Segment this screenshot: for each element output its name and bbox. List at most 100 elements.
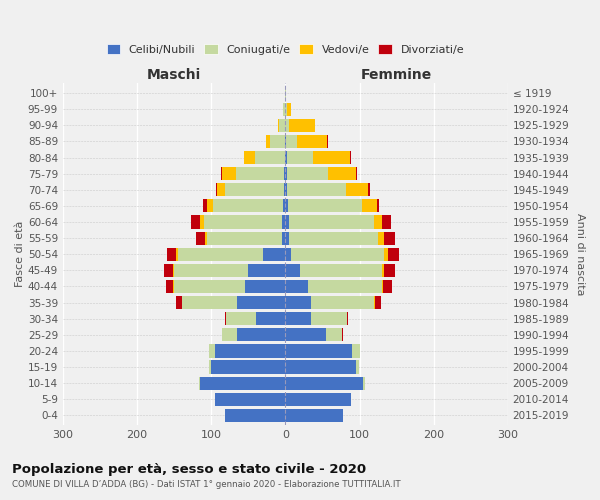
Legend: Celibi/Nubili, Coniugati/e, Vedovi/e, Divorziati/e: Celibi/Nubili, Coniugati/e, Vedovi/e, Di… — [103, 41, 467, 58]
Bar — [289, 216, 374, 228]
Bar — [196, 232, 205, 244]
Bar — [255, 151, 284, 164]
Bar — [378, 232, 384, 244]
Bar — [346, 183, 368, 196]
Bar — [215, 392, 286, 406]
Bar — [284, 135, 286, 148]
Bar — [308, 280, 382, 293]
Bar — [204, 216, 281, 228]
Text: Maschi: Maschi — [147, 68, 201, 82]
Bar — [224, 409, 286, 422]
Bar — [300, 264, 382, 277]
Bar — [209, 360, 211, 374]
Bar — [286, 280, 308, 293]
Bar — [286, 216, 289, 228]
Bar — [281, 216, 286, 228]
Bar — [286, 183, 287, 196]
Bar — [173, 264, 174, 277]
Bar — [328, 167, 356, 180]
Bar — [245, 280, 286, 293]
Bar — [221, 328, 223, 342]
Bar — [287, 151, 313, 164]
Bar — [223, 328, 237, 342]
Bar — [207, 200, 212, 212]
Bar — [313, 151, 350, 164]
Bar — [280, 118, 286, 132]
Bar — [286, 135, 297, 148]
Text: COMUNE DI VILLA D’ADDA (BG) - Dati ISTAT 1° gennaio 2020 - Elaborazione TUTTITAL: COMUNE DI VILLA D’ADDA (BG) - Dati ISTAT… — [12, 480, 401, 489]
Text: Femmine: Femmine — [361, 68, 432, 82]
Bar — [311, 296, 374, 309]
Bar — [286, 118, 289, 132]
Bar — [237, 296, 286, 309]
Bar — [203, 200, 207, 212]
Bar — [221, 167, 223, 180]
Bar — [283, 102, 286, 116]
Bar — [368, 183, 370, 196]
Bar — [270, 135, 284, 148]
Bar — [209, 344, 215, 358]
Bar — [287, 102, 290, 116]
Bar — [226, 312, 256, 326]
Bar — [237, 328, 286, 342]
Bar — [244, 151, 255, 164]
Bar — [236, 167, 284, 180]
Bar — [286, 200, 287, 212]
Bar — [167, 248, 176, 261]
Bar — [286, 328, 326, 342]
Bar — [384, 248, 388, 261]
Bar — [182, 296, 237, 309]
Bar — [363, 376, 365, 390]
Bar — [384, 232, 395, 244]
Bar — [281, 232, 286, 244]
Bar — [164, 264, 173, 277]
Bar — [211, 360, 286, 374]
Bar — [248, 264, 286, 277]
Bar — [291, 248, 384, 261]
Bar — [286, 232, 289, 244]
Bar — [287, 200, 362, 212]
Bar — [174, 264, 248, 277]
Bar — [284, 183, 286, 196]
Bar — [215, 183, 217, 196]
Bar — [284, 151, 286, 164]
Bar — [205, 232, 208, 244]
Bar — [382, 264, 384, 277]
Bar — [286, 296, 311, 309]
Bar — [383, 280, 392, 293]
Y-axis label: Anni di nascita: Anni di nascita — [575, 213, 585, 296]
Bar — [200, 376, 286, 390]
Bar — [208, 232, 281, 244]
Bar — [286, 248, 291, 261]
Bar — [223, 167, 236, 180]
Bar — [200, 216, 204, 228]
Bar — [350, 151, 352, 164]
Bar — [347, 312, 349, 326]
Bar — [286, 409, 343, 422]
Bar — [224, 183, 284, 196]
Bar — [166, 280, 173, 293]
Bar — [217, 183, 224, 196]
Bar — [286, 264, 300, 277]
Bar — [327, 135, 328, 148]
Bar — [283, 200, 286, 212]
Bar — [178, 248, 263, 261]
Bar — [362, 200, 377, 212]
Bar — [289, 118, 315, 132]
Bar — [286, 102, 287, 116]
Bar — [174, 280, 245, 293]
Bar — [191, 216, 200, 228]
Bar — [311, 312, 347, 326]
Bar — [286, 312, 311, 326]
Bar — [377, 200, 379, 212]
Bar — [176, 296, 182, 309]
Bar — [356, 360, 359, 374]
Bar — [384, 264, 395, 277]
Bar — [286, 151, 287, 164]
Bar — [286, 344, 352, 358]
Bar — [356, 167, 357, 180]
Bar — [212, 200, 283, 212]
Bar — [297, 135, 327, 148]
Bar — [289, 232, 378, 244]
Bar — [382, 280, 383, 293]
